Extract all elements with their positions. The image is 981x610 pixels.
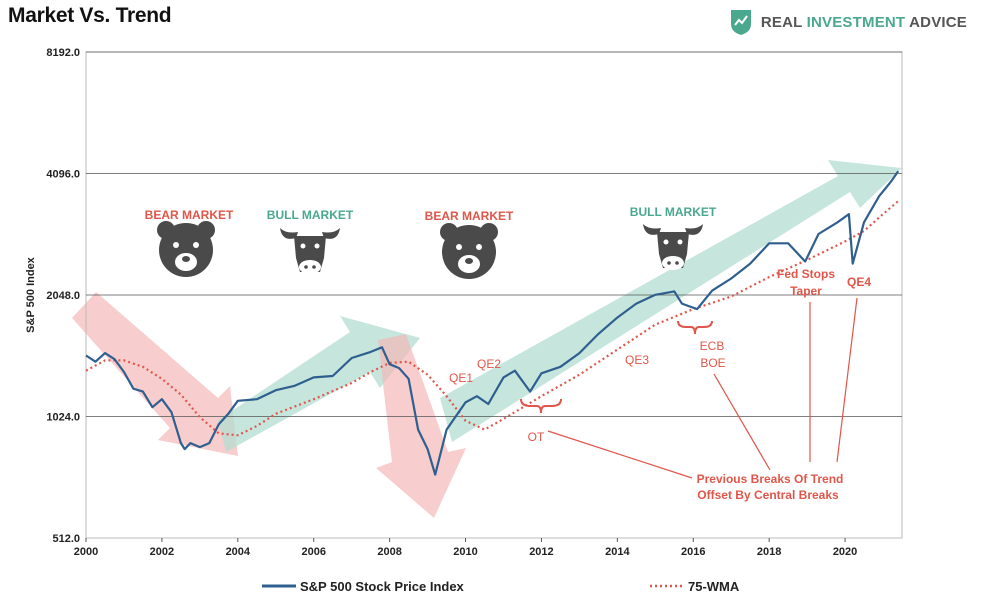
- pointer-line-ecb: [713, 373, 771, 471]
- x-tick-label: 2000: [74, 546, 98, 558]
- bull-icon: [643, 224, 703, 270]
- regime-label-bear-2: BEAR MARKET: [425, 209, 514, 223]
- pointer-line-ot: [547, 430, 693, 479]
- legend: S&P 500 Stock Price Index 75-WMA: [262, 579, 740, 594]
- annotation-fed-stops: Fed Stops: [777, 267, 835, 281]
- x-tick-label: 2004: [226, 546, 251, 558]
- sp500-line: [85, 170, 900, 476]
- bear-icon: [440, 223, 498, 279]
- x-tick-label: 2010: [453, 546, 477, 558]
- x-tick-label: 2012: [529, 546, 553, 558]
- y-axis-label: S&P 500 Index: [25, 256, 37, 332]
- annotation-breaks-line2: Offset By Central Breaks: [697, 488, 839, 502]
- bear-arrow-1: [72, 292, 238, 456]
- annotation-taper: Taper: [790, 284, 822, 298]
- x-tick-label: 2020: [833, 546, 857, 558]
- ot-bracket: [520, 398, 562, 414]
- brand-logo: REAL INVESTMENT ADVICE: [729, 8, 967, 36]
- brand-word-real: REAL: [760, 13, 803, 31]
- regime-label-bear-1: BEAR MARKET: [145, 208, 234, 222]
- legend-label-sp500: S&P 500 Stock Price Index: [300, 579, 465, 594]
- legend-label-wma: 75-WMA: [688, 579, 740, 594]
- x-tick-label: 2006: [301, 546, 325, 558]
- x-tick-label: 2016: [681, 546, 705, 558]
- annotation-breaks-line1: Previous Breaks Of Trend: [697, 472, 844, 486]
- bull-icon: [280, 228, 340, 274]
- y-tick-label: 8192.0: [46, 47, 80, 59]
- annotation-qe3: QE3: [625, 353, 649, 367]
- wma-line: [85, 200, 899, 437]
- x-tick-label: 2002: [150, 546, 174, 558]
- annotation-boe: BOE: [700, 356, 725, 370]
- y-tick-label: 1024.0: [46, 412, 80, 424]
- bear-icon: [157, 221, 215, 277]
- annotation-qe4: QE4: [847, 275, 871, 289]
- annotation-qe2: QE2: [477, 357, 501, 371]
- ecb-bracket: [677, 320, 713, 335]
- pointer-line-qe4: [836, 297, 858, 463]
- annotation-ecb: ECB: [700, 339, 725, 353]
- regime-label-bull-1: BULL MARKET: [267, 208, 354, 222]
- chart-title: Market Vs. Trend: [8, 4, 172, 27]
- x-tick-label: 2018: [757, 546, 781, 558]
- brand-word-investment: INVESTMENT: [806, 13, 906, 31]
- brand-word-advice: ADVICE: [909, 13, 967, 31]
- annotation-ot: OT: [528, 430, 545, 444]
- bull-arrow-2: [440, 160, 902, 442]
- shield-chart-icon: [730, 10, 751, 35]
- y-tick-label: 4096.0: [46, 169, 80, 181]
- y-tick-label: 512.0: [52, 533, 80, 545]
- y-tick-label: 2048.0: [46, 290, 80, 302]
- annotation-qe1: QE1: [449, 371, 473, 385]
- regime-label-bull-2: BULL MARKET: [630, 205, 717, 219]
- bear-arrow-2: [376, 334, 466, 518]
- x-tick-label: 2008: [377, 546, 401, 558]
- x-tick-label: 2014: [605, 546, 630, 558]
